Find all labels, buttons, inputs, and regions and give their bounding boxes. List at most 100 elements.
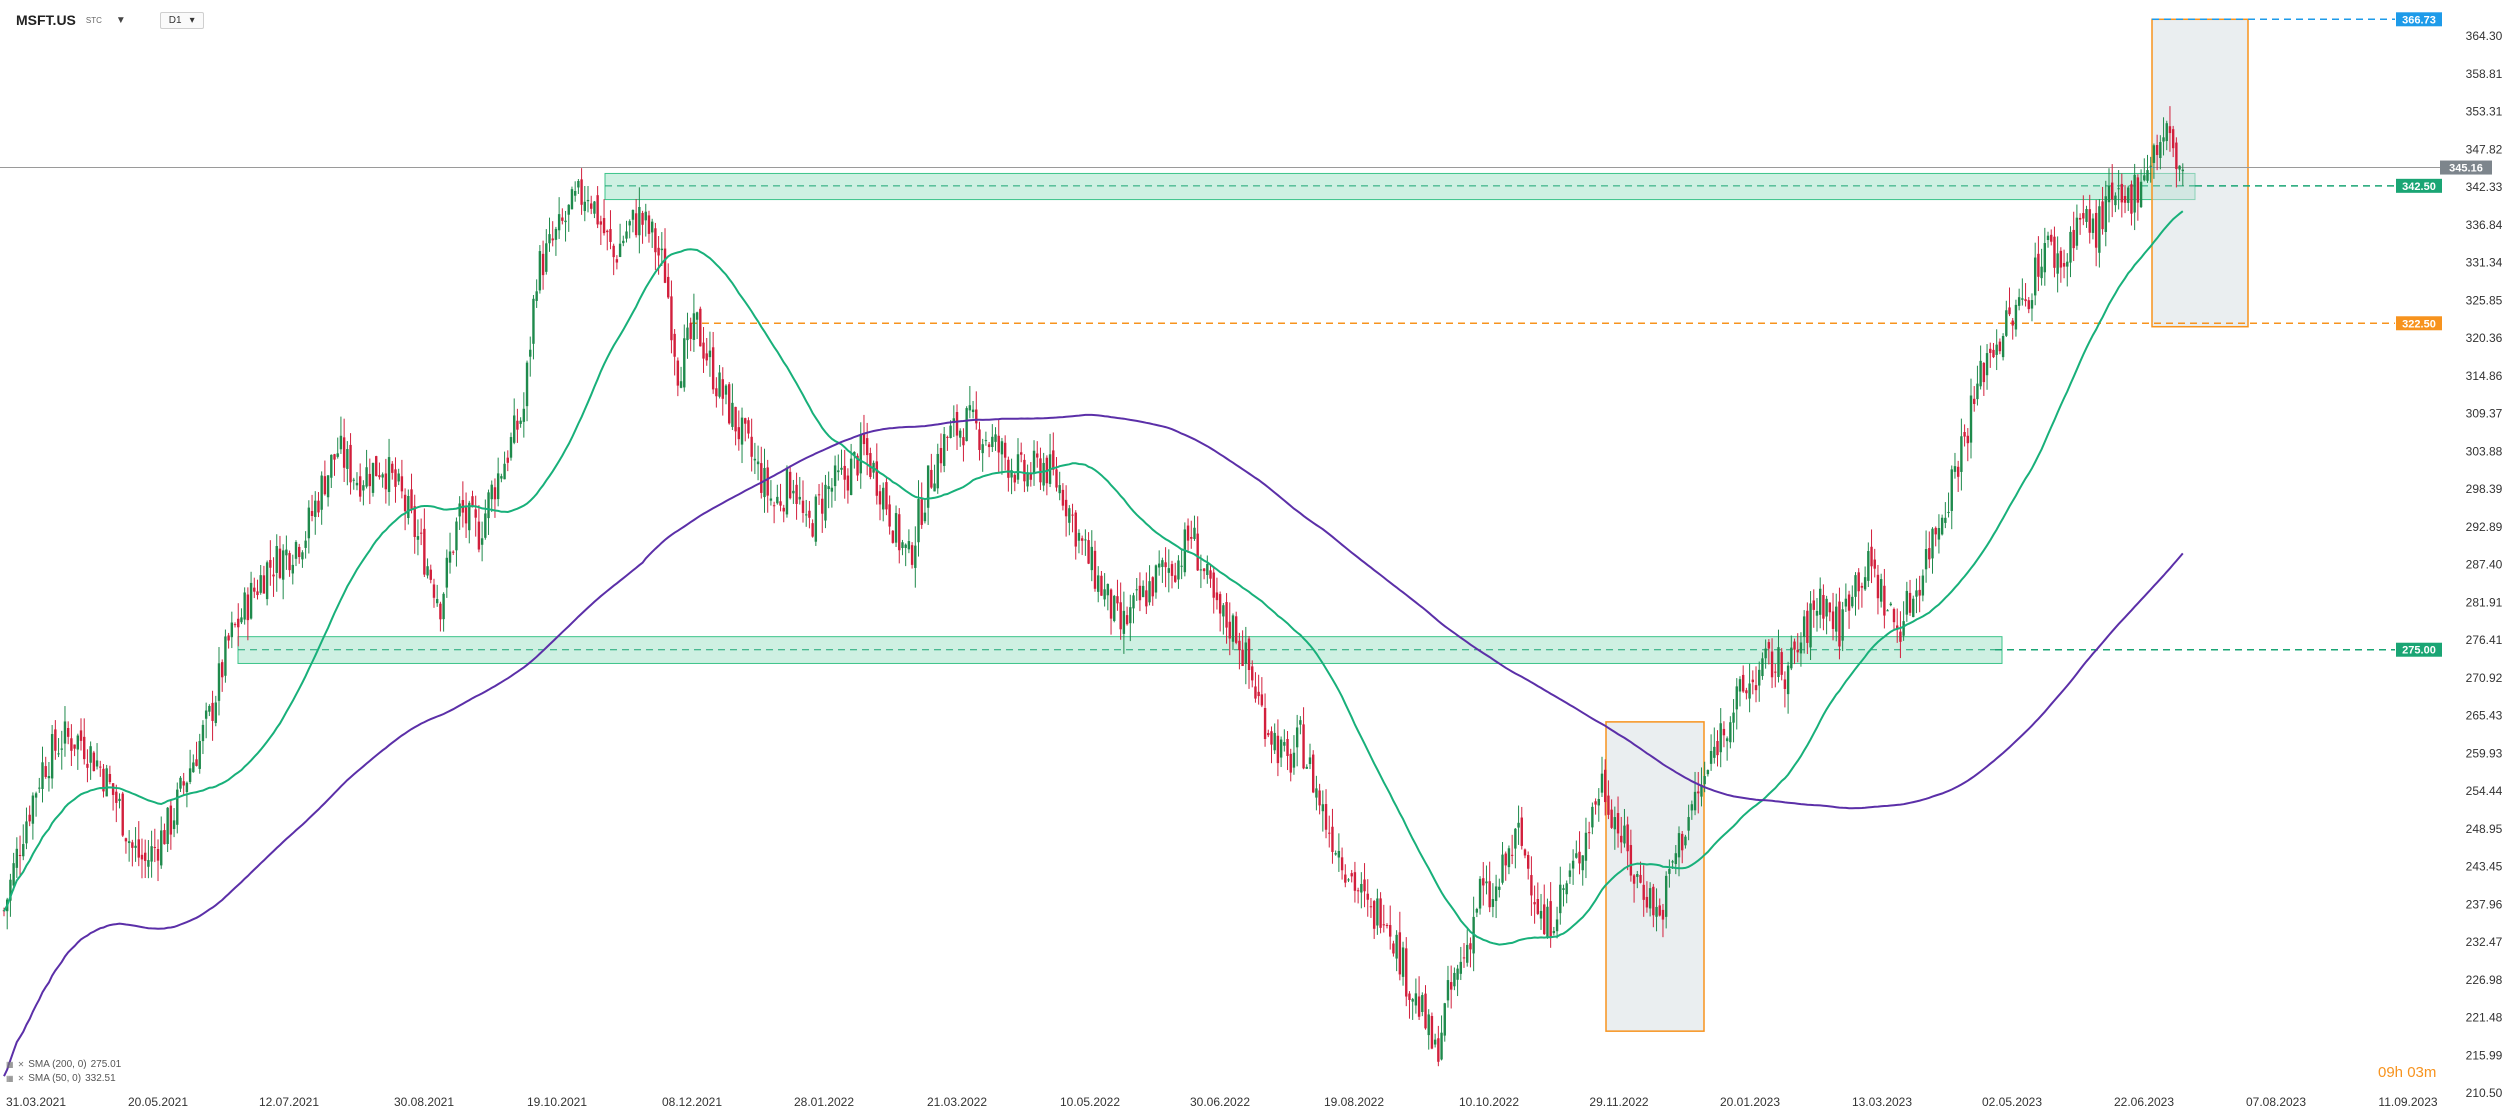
legend-sma50-value: 332.51 [85, 1073, 116, 1084]
candle-body [888, 504, 891, 527]
candle-body [1347, 879, 1350, 881]
candle-body [435, 599, 439, 604]
candle-body [127, 841, 131, 844]
eye-icon[interactable]: ▦ [6, 1074, 14, 1083]
close-icon[interactable]: ✕ [17, 1074, 25, 1083]
candle-body [1777, 647, 1780, 678]
candle-body [1956, 466, 1960, 477]
candle-body [201, 724, 205, 742]
x-tick-label: 12.07.2021 [259, 1095, 319, 1109]
y-tick-label: 314.86 [2466, 369, 2503, 383]
y-axis-panel [2442, 0, 2506, 1117]
candle-body [262, 575, 266, 594]
candle-body [1019, 452, 1023, 455]
candle-body [1751, 679, 1755, 683]
candle-body [756, 461, 760, 465]
candle-body [987, 444, 991, 448]
candle-body [1180, 565, 1183, 567]
candle-body [1976, 383, 1979, 400]
candle-body [1504, 853, 1507, 866]
candle-body [1113, 595, 1116, 621]
candle-body [269, 559, 272, 568]
candle-body [1122, 610, 1126, 634]
candle-body [230, 622, 234, 638]
timeframe-select[interactable]: D1 ▾ [159, 11, 204, 29]
candle-body [769, 498, 773, 501]
y-tick-label: 248.95 [2466, 822, 2503, 836]
candle-body [1510, 854, 1514, 856]
candle-body [2136, 177, 2140, 203]
candle-body [1661, 909, 1665, 920]
y-tick-label: 215.99 [2466, 1048, 2503, 1062]
candle-body [1799, 642, 1803, 654]
legend-sma50[interactable]: ▦ ✕ SMA (50, 0) 332.51 [6, 1072, 121, 1086]
candle-body [718, 372, 721, 397]
candle-body [15, 848, 19, 868]
candle-body [766, 467, 769, 496]
candle-body [1456, 968, 1459, 980]
candle-body [1491, 899, 1495, 907]
candle-body [686, 327, 689, 341]
candle-body [583, 201, 586, 212]
level-tag [2396, 178, 2442, 193]
annotation-zones [237, 18, 2249, 1032]
candle-body [1209, 570, 1212, 579]
candle-body [821, 498, 824, 514]
close-icon[interactable]: ✕ [17, 1060, 25, 1069]
candle-body [1109, 589, 1113, 619]
candle-body [904, 544, 907, 548]
candle-body [1116, 596, 1119, 604]
candle-body [1202, 568, 1206, 572]
candle-body [204, 710, 208, 719]
candle-body [1530, 875, 1533, 896]
y-tick-label: 320.36 [2466, 331, 2503, 345]
candle-body [1238, 640, 1241, 651]
candle-body [573, 190, 577, 196]
candle-body [419, 532, 423, 534]
candle-body [760, 463, 763, 493]
candle-body [1315, 788, 1318, 798]
candle-body [1940, 517, 1944, 535]
candle-body [1036, 453, 1039, 458]
y-tick-label: 265.43 [2466, 709, 2503, 723]
candle-body [1141, 585, 1145, 598]
candle-body [1924, 549, 1928, 570]
candle-body [2104, 196, 2107, 233]
candle-body [73, 744, 76, 749]
candle-body [1581, 855, 1584, 871]
candle-body [670, 296, 673, 341]
candle-body [1292, 752, 1296, 768]
symbol-dropdown-icon[interactable]: ▼ [115, 14, 126, 26]
candle-body [1485, 881, 1488, 884]
x-tick-label: 28.01.2022 [794, 1095, 854, 1109]
candle-body [907, 541, 911, 550]
candle-body [2155, 145, 2159, 156]
candle-body [2017, 297, 2021, 306]
eye-icon[interactable]: ▦ [6, 1060, 14, 1069]
level-tag [2396, 12, 2442, 27]
candle-body [596, 195, 599, 225]
candle-body [1145, 590, 1148, 607]
candle-body [352, 479, 355, 481]
candle-body [1738, 679, 1742, 692]
candle-body [862, 433, 866, 445]
candle-body [60, 748, 63, 750]
candle-body [1161, 560, 1164, 567]
candle-body [1610, 809, 1613, 828]
current-price-label: 345.16 [2449, 163, 2483, 175]
candle-body [198, 740, 201, 769]
candle-body [185, 782, 189, 793]
candle-body [2072, 229, 2075, 249]
candle-body [1103, 589, 1106, 600]
candle-body [699, 308, 702, 347]
candle-body [1828, 602, 1832, 613]
candle-body [1565, 883, 1568, 895]
legend-sma200[interactable]: ▦ ✕ SMA (200, 0) 275.01 [6, 1058, 121, 1072]
candle-body [782, 507, 785, 512]
y-tick-label: 331.34 [2466, 256, 2503, 270]
candle-body [1575, 853, 1578, 858]
candle-body [570, 189, 574, 210]
candle-body [1026, 472, 1029, 487]
candle-body [1077, 532, 1081, 541]
